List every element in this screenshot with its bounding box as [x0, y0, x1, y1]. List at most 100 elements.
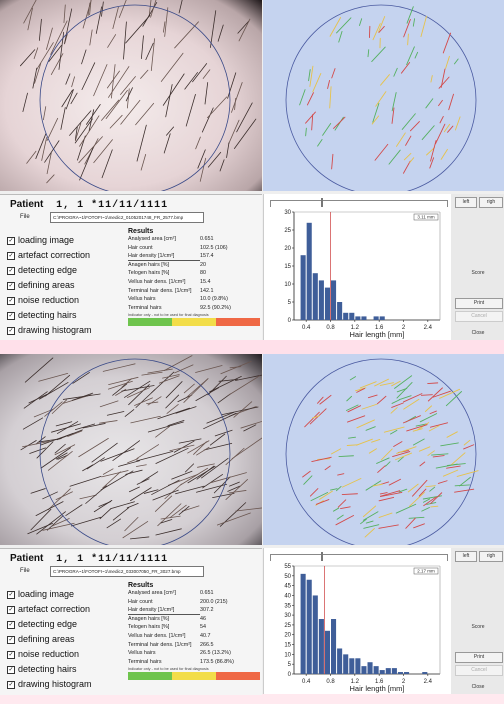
step-label: noise reduction [18, 295, 80, 305]
hair-strand [101, 149, 113, 179]
detected-hair [459, 476, 471, 487]
result-label: Hair density [1/cm²] [128, 252, 200, 261]
file-label: File [20, 568, 30, 574]
result-value: 80 [200, 270, 206, 277]
detected-hair [380, 491, 403, 497]
range-slider[interactable] [270, 552, 448, 561]
histogram-bar [349, 658, 355, 674]
detected-hair [324, 465, 331, 471]
histogram-bar [367, 662, 373, 674]
detected-hair [361, 403, 378, 410]
x-tick-label: 0.4 [302, 325, 311, 331]
right-button[interactable]: righ [479, 197, 503, 208]
hair-strand [195, 387, 220, 402]
score-button[interactable]: Score [471, 270, 485, 276]
hair-strand [165, 381, 183, 399]
close-button[interactable]: Close [471, 330, 485, 336]
results-table: Analysed area [cm²] 0.651 Hair count 200.0 … [128, 589, 258, 666]
patient-info-area: Patient 1, 1 *11/11/1111 File C:\PROGRA~… [0, 548, 262, 695]
patient-row: Patient 1, 1 *11/11/1111 [10, 553, 168, 565]
right-button[interactable]: righ [479, 551, 503, 562]
file-path-field[interactable]: C:\PROGRA~1\FOTOFI~1\medic2_0105201748_F… [50, 212, 204, 223]
x-tick-label: 0.8 [326, 679, 335, 685]
hair-strand [183, 383, 195, 394]
hair-strand [34, 62, 42, 84]
histogram-bar [337, 302, 343, 320]
y-tick-label: 45 [284, 584, 291, 590]
hair-strand [115, 388, 127, 396]
detected-hair [390, 407, 398, 414]
detected-hair [378, 16, 386, 33]
hair-strand [22, 92, 28, 112]
detected-hair [319, 490, 333, 500]
hair-strand [126, 503, 139, 509]
detected-hair [345, 404, 359, 411]
detected-hair [438, 76, 450, 89]
x-tick-label: 2 [402, 325, 406, 331]
histogram-bar [385, 668, 391, 674]
print-button[interactable]: Print [455, 298, 503, 309]
hair-strand [136, 444, 160, 459]
hair-strand [157, 407, 190, 420]
check-icon: ✓ [7, 251, 15, 260]
hair-strand [140, 35, 144, 60]
score-button[interactable]: Score [471, 624, 485, 630]
y-tick-label: 55 [284, 564, 291, 570]
check-icon: ✓ [7, 296, 15, 305]
detected-hair [331, 153, 334, 170]
left-button[interactable]: left [455, 197, 477, 208]
detected-hair [430, 492, 443, 504]
detected-hair [426, 147, 435, 156]
hair-strand [184, 463, 195, 473]
hair-strands-raw [19, 0, 257, 191]
hair-strand [29, 447, 46, 454]
histogram-bar [404, 672, 410, 674]
hair-strand [121, 378, 132, 388]
hair-strand [102, 363, 136, 372]
result-label: Vellus hairs [128, 296, 156, 303]
cancel-button[interactable]: Cancel [455, 311, 503, 322]
hair-strand [171, 470, 193, 480]
print-button[interactable]: Print [455, 652, 503, 663]
result-label: Anagen hairs [%] [128, 615, 170, 622]
cancel-button[interactable]: Cancel [455, 665, 503, 676]
detected-hair [454, 484, 470, 487]
detected-hair [403, 152, 412, 161]
y-tick-label: 30 [284, 210, 291, 216]
result-value: 15.4 [200, 278, 211, 285]
result-label: Terminal hairs [128, 304, 162, 311]
hair-strand [27, 522, 53, 535]
hair-strand [227, 485, 241, 492]
hair-strand [220, 360, 252, 375]
detected-hair [450, 452, 466, 466]
detected-hair [418, 446, 431, 452]
step-label: artefact correction [18, 604, 91, 614]
range-slider[interactable] [270, 198, 448, 207]
hair-strand [227, 72, 237, 99]
close-button[interactable]: Close [471, 684, 485, 690]
detected-hair [393, 441, 403, 447]
left-button[interactable]: left [455, 551, 477, 562]
file-path-field[interactable]: C:\PROGRA~1\FOTOFI~1\medic2_033007050_FR… [50, 566, 204, 577]
hair-strand [197, 463, 215, 468]
detected-hair [371, 115, 380, 125]
hair-strand [174, 21, 199, 49]
detected-hair [338, 30, 343, 43]
detected-hair [391, 92, 397, 112]
detected-hair [365, 426, 376, 431]
slider-thumb[interactable] [321, 198, 323, 207]
file-label: File [20, 214, 30, 220]
hair-strand [93, 64, 108, 97]
y-tick-label: 10 [284, 652, 291, 658]
result-row: Hair count 200.0 (215) [128, 598, 258, 607]
detected-hair [305, 127, 307, 137]
hair-strand [74, 118, 93, 144]
hair-strand [41, 137, 47, 161]
hair-strand [61, 89, 73, 108]
result-label: Hair density [1/cm²] [128, 606, 200, 615]
hair-strand [100, 448, 135, 462]
slider-thumb[interactable] [321, 552, 323, 561]
detected-hair [335, 486, 342, 492]
hair-strand [201, 457, 229, 479]
detected-hair [440, 68, 446, 88]
